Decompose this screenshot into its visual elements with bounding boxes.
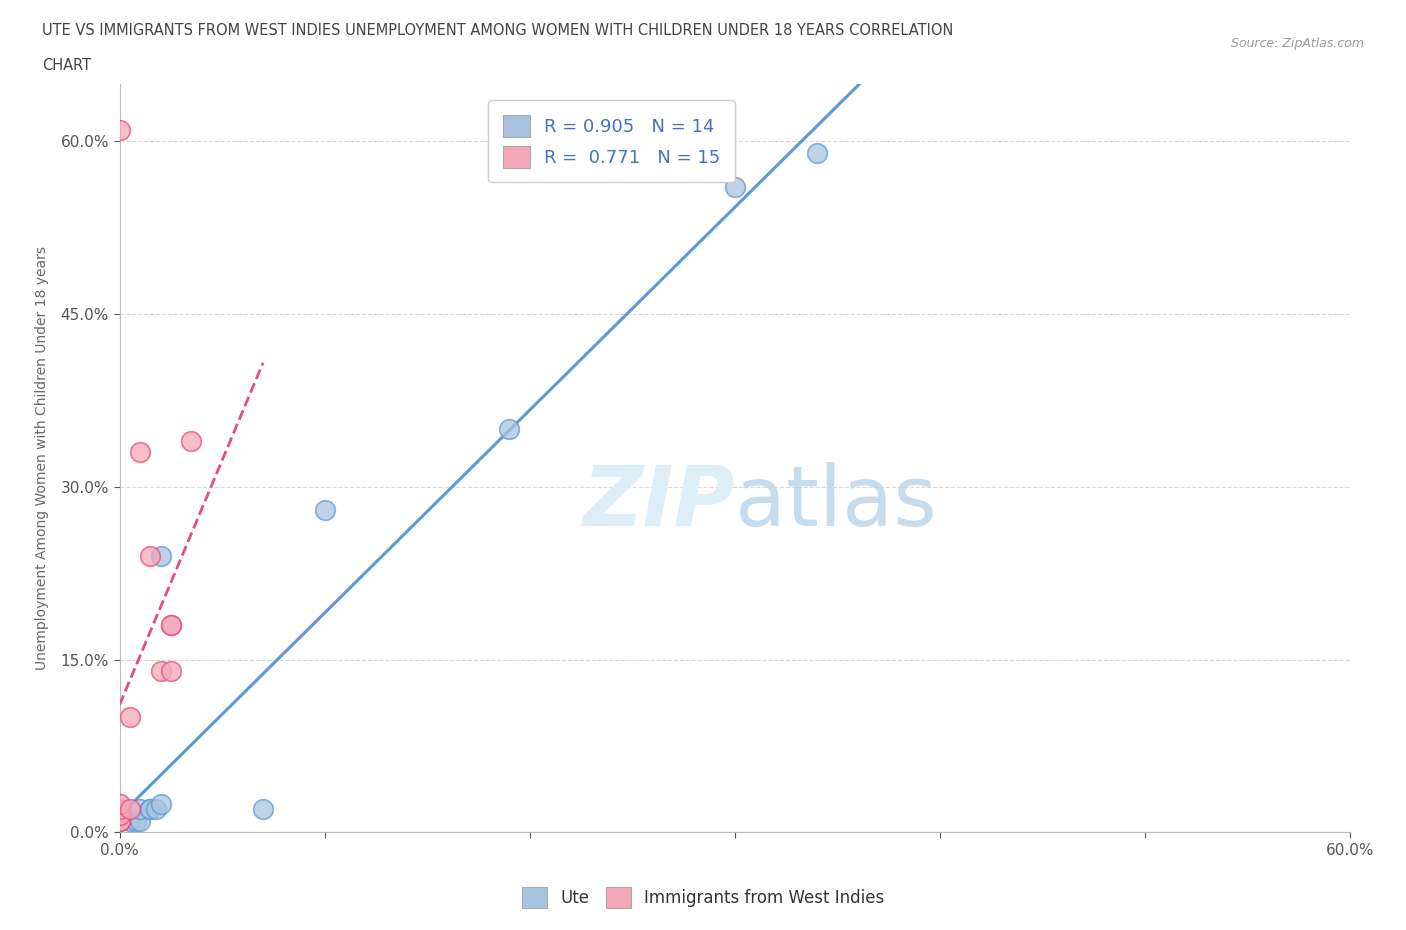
Point [159,664,181,679]
Text: atlas: atlas [734,462,936,543]
Legend: Ute, Immigrants from West Indies: Ute, Immigrants from West Indies [515,881,891,914]
Point [149,796,172,811]
Point [108,802,131,817]
Point [108,807,131,822]
Point [145,802,167,817]
Text: CHART: CHART [42,58,91,73]
Point [252,802,274,817]
Point [149,549,172,564]
Point [724,179,747,194]
Text: UTE VS IMMIGRANTS FROM WEST INDIES UNEMPLOYMENT AMONG WOMEN WITH CHILDREN UNDER : UTE VS IMMIGRANTS FROM WEST INDIES UNEMP… [42,23,953,38]
Point [125,814,148,829]
Point [806,145,828,160]
Text: Source: ZipAtlas.com: Source: ZipAtlas.com [1230,37,1364,50]
Point [108,796,131,811]
Text: ZIP: ZIP [582,462,734,543]
Point [139,802,162,817]
Point [180,433,202,448]
Point [118,710,141,724]
Point [149,664,172,679]
Point [159,618,181,632]
Point [314,502,336,517]
Point [118,814,141,829]
Y-axis label: Unemployment Among Women with Children Under 18 years: Unemployment Among Women with Children U… [35,246,49,670]
Point [129,802,152,817]
Point [129,445,152,459]
Point [159,618,181,632]
Point [139,549,162,564]
Point [118,802,141,817]
Point [108,814,131,829]
Point [129,814,152,829]
Point [498,422,520,437]
Point [139,802,162,817]
Point [108,123,131,138]
Point [108,814,131,829]
Legend: R = 0.905   N = 14, R =  0.771   N = 15: R = 0.905 N = 14, R = 0.771 N = 15 [488,100,735,182]
